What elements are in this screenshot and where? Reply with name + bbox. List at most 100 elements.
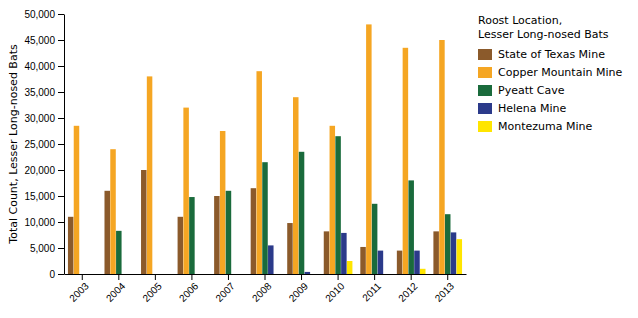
y-tick: 15,000 — [24, 191, 64, 202]
x-tick-mark — [155, 274, 156, 280]
y-tick-label: 10,000 — [24, 217, 55, 228]
x-tick: 2005 — [140, 274, 164, 304]
bar — [183, 108, 188, 274]
x-tick-mark — [228, 274, 229, 280]
bar — [378, 251, 383, 274]
bar — [397, 251, 402, 274]
y-tick: 45,000 — [24, 35, 64, 46]
bar — [110, 149, 115, 274]
bar — [85, 274, 90, 275]
legend-title: Roost Location, — [478, 14, 562, 27]
bar — [420, 269, 425, 274]
bars — [68, 24, 462, 274]
bar — [310, 274, 315, 275]
x-tick-label: 2009 — [287, 280, 311, 304]
legend-label: Copper Mountain Mine — [498, 66, 622, 79]
x-tick-label: 2003 — [67, 280, 91, 304]
legend-title: Lesser Long-nosed Bats — [478, 28, 609, 41]
bar — [74, 126, 79, 274]
x-tick-mark — [374, 274, 375, 280]
bar — [220, 131, 225, 274]
bar — [383, 274, 388, 275]
legend-label: State of Texas Mine — [498, 48, 605, 61]
bar — [262, 162, 267, 274]
plot: 2003200420052006200720082009201020112012… — [24, 9, 466, 304]
bar-series — [68, 170, 439, 274]
bar — [372, 204, 377, 274]
bar — [195, 274, 200, 275]
bar — [178, 217, 183, 274]
y-tick-mark — [58, 118, 64, 119]
y-tick: 50,000 — [24, 9, 64, 20]
bar — [457, 239, 462, 274]
bar-series — [268, 232, 456, 274]
legend-item: Helena Mine — [478, 102, 567, 115]
legend-item: State of Texas Mine — [478, 48, 605, 61]
bar — [324, 231, 329, 274]
legend: Roost Location,Lesser Long-nosed Bats Sta… — [478, 14, 622, 133]
x-tick-mark — [447, 274, 448, 280]
x-tick: 2006 — [177, 274, 201, 304]
bar — [128, 274, 133, 275]
bar — [104, 191, 109, 274]
bar — [164, 274, 169, 275]
y-axis-title: Total Count, Lesser Long-nosed Bats — [7, 44, 20, 245]
x-tick-mark — [338, 274, 339, 280]
legend-swatch — [478, 49, 492, 60]
y-tick-label: 25,000 — [24, 139, 55, 150]
legend-swatch — [478, 121, 492, 132]
bar — [122, 274, 127, 275]
y-tick-label: 45,000 — [24, 35, 55, 46]
x-tick-label: 2007 — [213, 280, 237, 304]
x-tick-mark — [118, 274, 119, 280]
y-tick-label: 40,000 — [24, 61, 55, 72]
bar — [141, 170, 146, 274]
y-tick: 10,000 — [24, 217, 64, 228]
bar — [433, 231, 438, 274]
bar — [214, 196, 219, 274]
y-tick-label: 20,000 — [24, 165, 55, 176]
bar — [68, 217, 73, 274]
bar — [445, 214, 450, 274]
bar — [201, 274, 206, 275]
legend-label: Pyeatt Cave — [498, 84, 565, 97]
bar — [80, 274, 85, 275]
legend-item: Pyeatt Cave — [478, 84, 565, 97]
bar — [299, 152, 304, 274]
y-tick: 30,000 — [24, 113, 64, 124]
bar — [347, 261, 352, 274]
legend-label: Montezuma Mine — [498, 120, 592, 133]
y-tick-label: 0 — [49, 269, 55, 280]
y-axis-line — [64, 15, 65, 275]
bar — [287, 223, 292, 274]
y-axis: 05,00010,00015,00020,00025,00030,00035,0… — [24, 9, 64, 280]
y-tick: 40,000 — [24, 61, 64, 72]
bar — [268, 245, 273, 274]
y-tick-mark — [58, 170, 64, 171]
y-tick-mark — [58, 14, 64, 15]
x-tick-label: 2011 — [360, 280, 383, 303]
legend-label: Helena Mine — [498, 102, 567, 115]
y-tick-mark — [58, 222, 64, 223]
bar — [408, 180, 413, 274]
x-tick-label: 2006 — [177, 280, 201, 304]
x-axis: 2003200420052006200720082009201020112012… — [65, 274, 467, 304]
x-tick-mark — [82, 274, 83, 280]
x-tick-label: 2010 — [323, 280, 347, 304]
bar — [414, 251, 419, 274]
y-tick-mark — [58, 196, 64, 197]
y-tick-label: 5,000 — [30, 243, 55, 254]
bar — [189, 197, 194, 274]
x-tick-mark — [301, 274, 302, 280]
y-tick: 0 — [49, 269, 64, 280]
x-tick-mark — [191, 274, 192, 280]
x-tick: 2004 — [104, 274, 128, 304]
bar-series — [74, 24, 445, 274]
bar — [153, 274, 158, 275]
chart: 2003200420052006200720082009201020112012… — [0, 0, 638, 318]
bar — [403, 48, 408, 274]
x-tick: 2009 — [287, 274, 311, 304]
y-tick-mark — [58, 248, 64, 249]
bar — [451, 232, 456, 274]
x-tick-label: 2005 — [140, 280, 164, 304]
